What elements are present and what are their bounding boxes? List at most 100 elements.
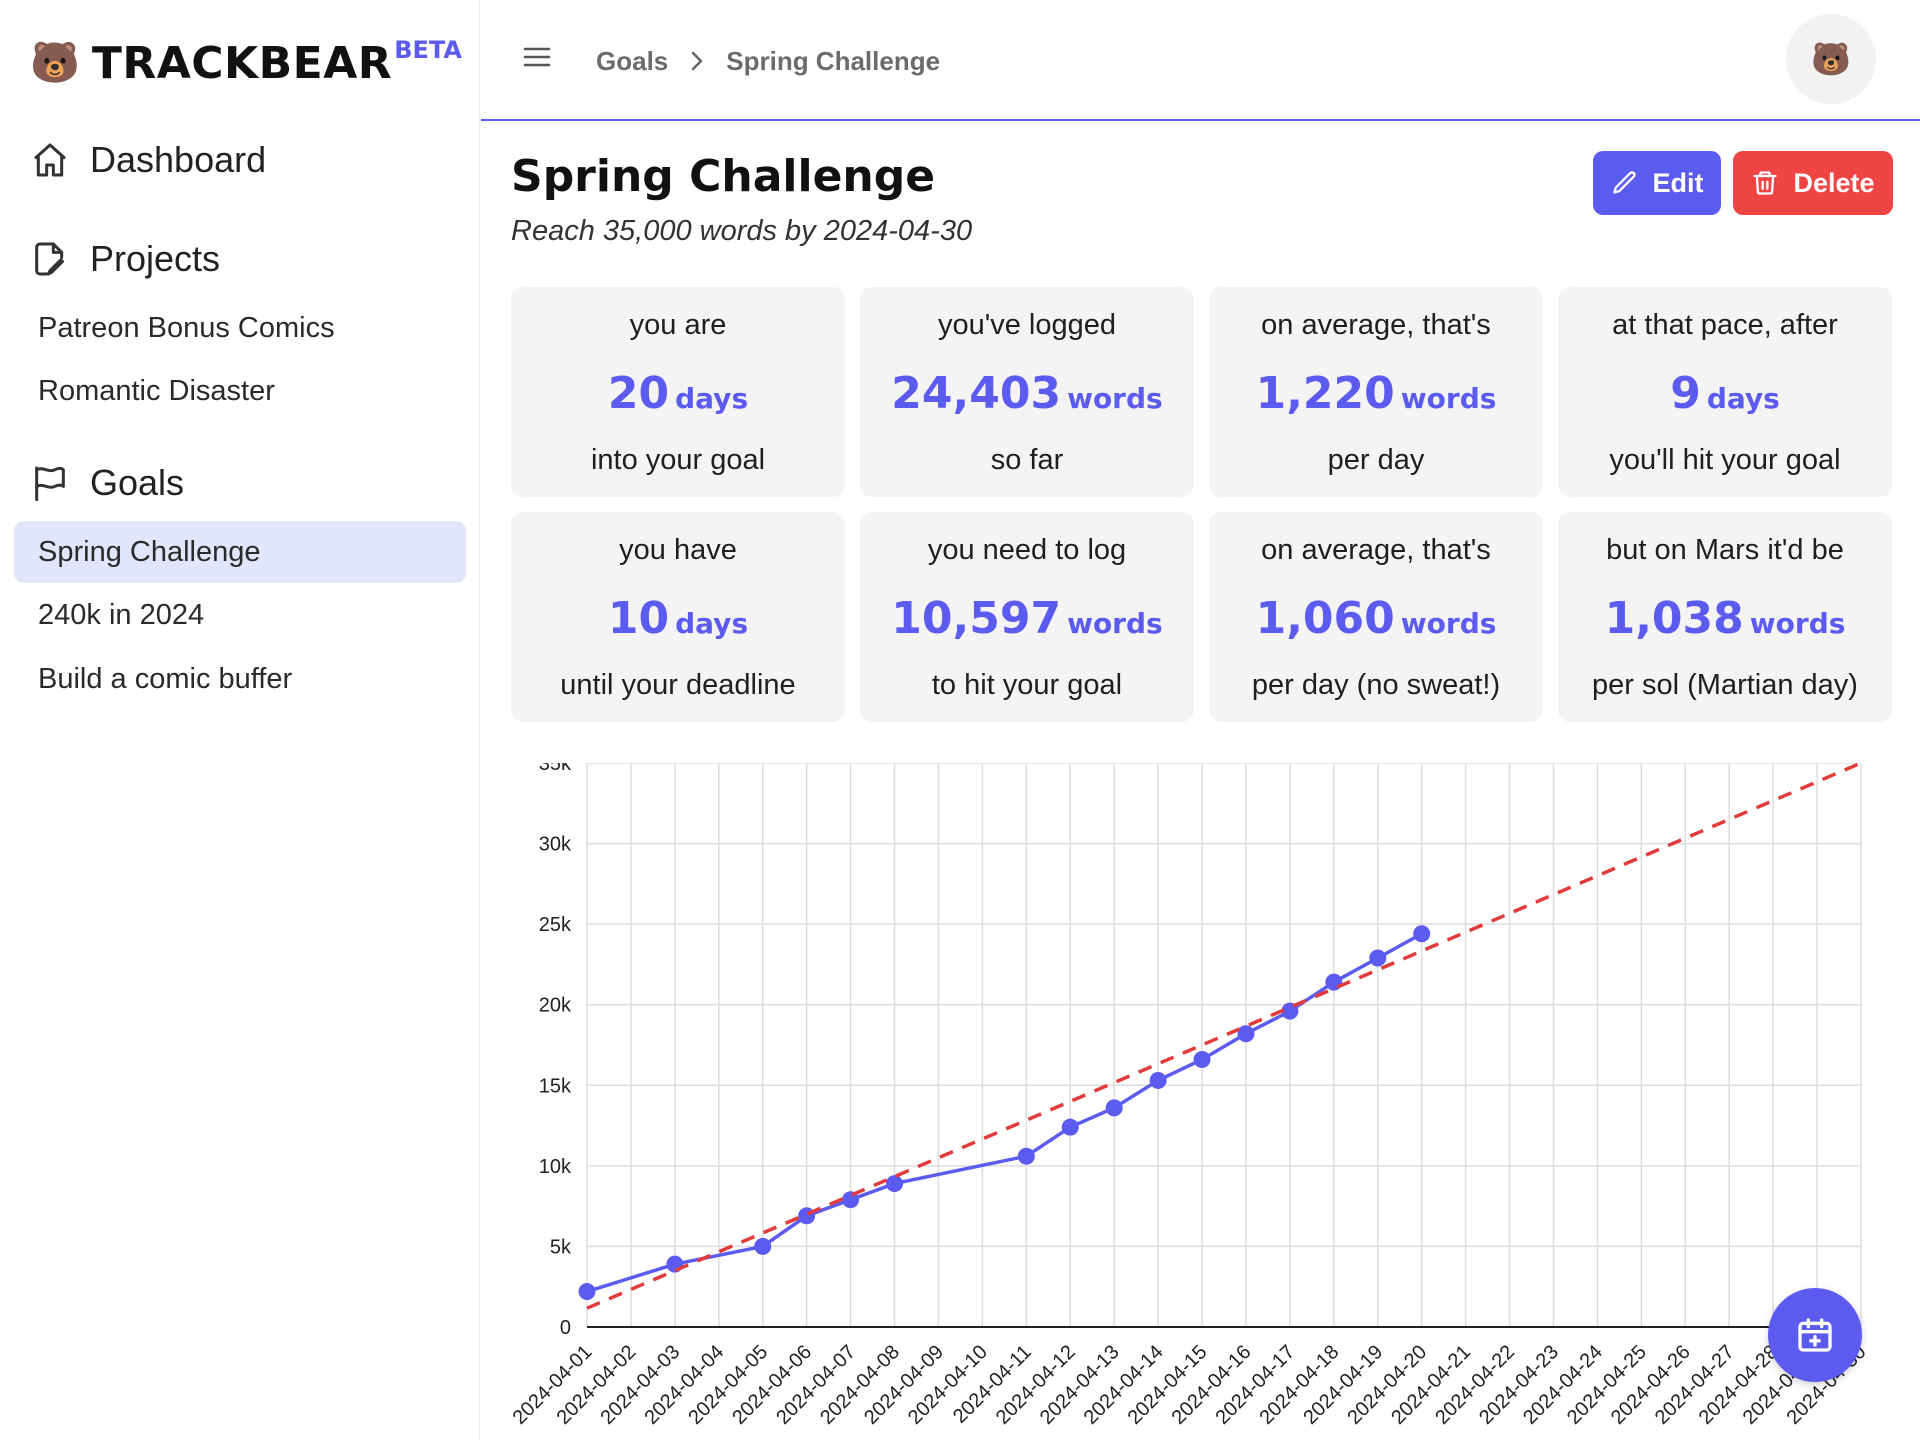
stat-bottom: so far — [990, 444, 1064, 476]
main-content: Spring Challenge Reach 35,000 words by 2… — [481, 123, 1920, 1440]
nav-dashboard-label: Dashboard — [90, 139, 267, 180]
y-tick-label: 10k — [539, 1156, 572, 1178]
stat-bottom: into your goal — [590, 444, 766, 476]
stat-number: 20 — [607, 367, 670, 419]
stat-unit: words — [1067, 606, 1163, 640]
stat-unit: words — [1749, 606, 1846, 640]
stat-card: you are 20 days into your goal — [511, 287, 845, 497]
stat-card: you've logged 24,403 words so far — [860, 287, 1194, 497]
stat-card: you have 10 days until your deadline — [511, 512, 845, 722]
edit-document-icon — [35, 242, 64, 276]
progress-point — [1237, 1025, 1255, 1043]
progress-point — [886, 1175, 904, 1193]
stat-top: but on Mars it'd be — [1606, 534, 1844, 566]
y-tick-label: 30k — [539, 834, 572, 856]
stat-unit: words — [1067, 381, 1163, 415]
flag-icon — [35, 466, 65, 502]
delete-button-label: Delete — [1793, 167, 1875, 198]
stat-bottom: per day — [1327, 444, 1425, 476]
stat-value: 20 days — [608, 368, 748, 419]
progress-point — [1105, 1099, 1123, 1117]
progress-point — [754, 1237, 772, 1255]
edit-button-label: Edit — [1652, 167, 1704, 198]
sidebar-item-goal[interactable]: Build a comic buffer — [38, 662, 293, 695]
beta-badge: BETA — [394, 36, 462, 64]
stat-unit: days — [675, 606, 749, 640]
stat-card: at that pace, after 9 days you'll hit you… — [1558, 287, 1892, 497]
brand[interactable]: 🐻 TRACKBEAR BETA — [30, 36, 462, 89]
stat-unit: days — [1706, 381, 1780, 415]
trash-icon — [1753, 171, 1778, 195]
progress-point — [1193, 1051, 1211, 1069]
stat-number: 24,403 — [891, 367, 1062, 419]
stat-bottom: per day (no sweat!) — [1251, 669, 1501, 701]
trackbear-logo: 🐻 — [30, 41, 80, 85]
sidebar: 🐻 TRACKBEAR BETA Dashboard Projects Patr… — [0, 0, 480, 1440]
breadcrumb: Goals Spring Challenge — [596, 36, 940, 86]
progress-point — [1413, 925, 1431, 943]
stat-top: you've logged — [937, 309, 1117, 341]
sidebar-item-goal-active[interactable]: Spring Challenge — [14, 521, 466, 583]
breadcrumb-goals[interactable]: Goals — [596, 45, 669, 76]
stats-grid: you are 20 days into your goal you've log… — [511, 287, 1894, 722]
home-icon — [34, 143, 66, 177]
stat-value: 1,038 words — [1605, 593, 1846, 644]
stat-number: 1,038 — [1604, 592, 1744, 644]
progress-chart-svg: 05k10k15k20k25k30k35k2024-04-012024-04-0… — [509, 763, 1871, 1429]
top-bar: Goals Spring Challenge 🐻 — [481, 0, 1920, 121]
stat-card: you need to log 10,597 words to hit your … — [860, 512, 1194, 722]
y-tick-label: 5k — [550, 1236, 572, 1258]
progress-point — [1369, 949, 1387, 967]
progress-chart: 0 5k 10k 15k 20k 25k 30k 35k 2024-04-01 2024-04-0… — [481, 763, 1920, 1440]
delete-button[interactable]: Delete — [1733, 151, 1893, 215]
stat-unit: days — [675, 381, 749, 415]
stat-card: on average, that's 1,220 words per day — [1209, 287, 1543, 497]
edit-button[interactable]: Edit — [1593, 151, 1721, 215]
stat-card: but on Mars it'd be 1,038 words per sol (… — [1558, 512, 1892, 722]
page-subtitle: Reach 35,000 words by 2024-04-30 — [511, 215, 973, 247]
stat-value: 10 days — [608, 593, 748, 644]
y-tick-label: 20k — [539, 995, 572, 1017]
add-tally-fab[interactable] — [1768, 1288, 1862, 1382]
progress-line — [586, 932, 1423, 1294]
progress-point — [1017, 1147, 1035, 1165]
stat-top: at that pace, after — [1612, 309, 1838, 341]
progress-point — [1149, 1071, 1167, 1089]
nav-projects-label: Projects — [90, 238, 221, 279]
stat-value: 24,403 words — [891, 368, 1162, 419]
progress-point — [578, 1283, 596, 1301]
sidebar-item-project[interactable]: Patreon Bonus Comics — [38, 311, 335, 344]
stat-number: 9 — [1670, 367, 1701, 419]
stat-bottom: you'll hit your goal — [1609, 444, 1841, 476]
y-tick-label: 15k — [539, 1075, 572, 1097]
stat-number: 10 — [607, 592, 670, 644]
stat-top: you are — [629, 309, 727, 341]
stat-top: you need to log — [927, 534, 1127, 566]
stat-bottom: per sol (Martian day) — [1592, 669, 1858, 701]
chevron-right-icon — [692, 51, 703, 71]
pencil-icon — [1612, 171, 1636, 194]
progress-point — [1325, 973, 1343, 991]
stat-top: on average, that's — [1261, 309, 1491, 341]
breadcrumb-current: Spring Challenge — [726, 45, 941, 76]
stat-unit: words — [1400, 606, 1497, 640]
nav-dashboard[interactable]: Dashboard — [30, 135, 266, 185]
nav-projects[interactable]: Projects — [30, 234, 220, 284]
calendar-plus-icon — [1798, 1318, 1832, 1352]
sidebar-item-goal[interactable]: 240k in 2024 — [38, 598, 205, 631]
sidebar-item-project[interactable]: Romantic Disaster — [38, 374, 275, 407]
stat-unit: words — [1400, 381, 1497, 415]
y-tick-label: 25k — [539, 914, 572, 936]
brand-name: TRACKBEAR — [91, 37, 393, 89]
nav-goals[interactable]: Goals — [30, 458, 184, 508]
nav-goals-label: Goals — [90, 462, 185, 503]
stat-bottom: until your deadline — [560, 669, 796, 701]
stat-top: you have — [619, 534, 737, 566]
hamburger-menu-icon[interactable] — [523, 46, 551, 68]
avatar[interactable]: 🐻 — [1786, 14, 1876, 104]
target-pace-line — [586, 763, 1862, 1310]
stat-top: on average, that's — [1261, 534, 1491, 566]
y-tick-label: 35k — [539, 763, 572, 775]
stat-number: 1,060 — [1255, 592, 1395, 644]
stat-bottom: to hit your goal — [931, 669, 1123, 701]
